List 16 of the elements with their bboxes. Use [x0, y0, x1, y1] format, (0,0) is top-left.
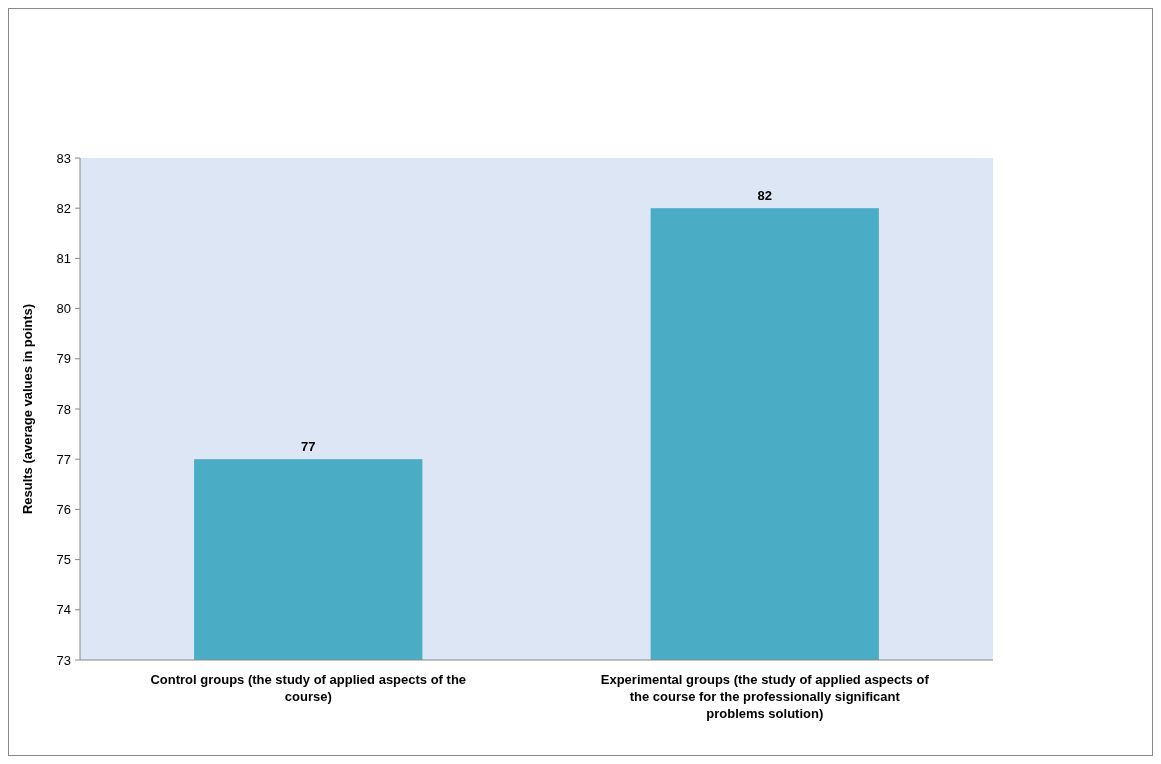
y-tick-label: 75	[56, 552, 71, 568]
y-tick-label: 81	[56, 250, 71, 266]
y-tick-label: 79	[56, 351, 71, 367]
y-tick-label: 76	[56, 501, 71, 517]
y-tick-label: 73	[56, 652, 71, 668]
y-tick-label: 82	[56, 200, 71, 216]
y-tick-label: 74	[56, 602, 71, 618]
y-tick-label: 77	[56, 451, 71, 467]
x-tick-label: Control groups (the study of applied aspects of the course)	[150, 672, 467, 704]
y-tick-label: 78	[56, 401, 71, 417]
y-tick-label: 83	[56, 150, 71, 166]
data-label: 77	[301, 439, 316, 455]
y-tick-label: 80	[56, 301, 71, 317]
data-label: 82	[757, 188, 772, 204]
y-axis-title: Results (average values in points)	[20, 303, 35, 515]
x-tick-label: Experimental groups (the study of applied aspects of the course for the professionally significant problems solution)	[600, 672, 930, 721]
